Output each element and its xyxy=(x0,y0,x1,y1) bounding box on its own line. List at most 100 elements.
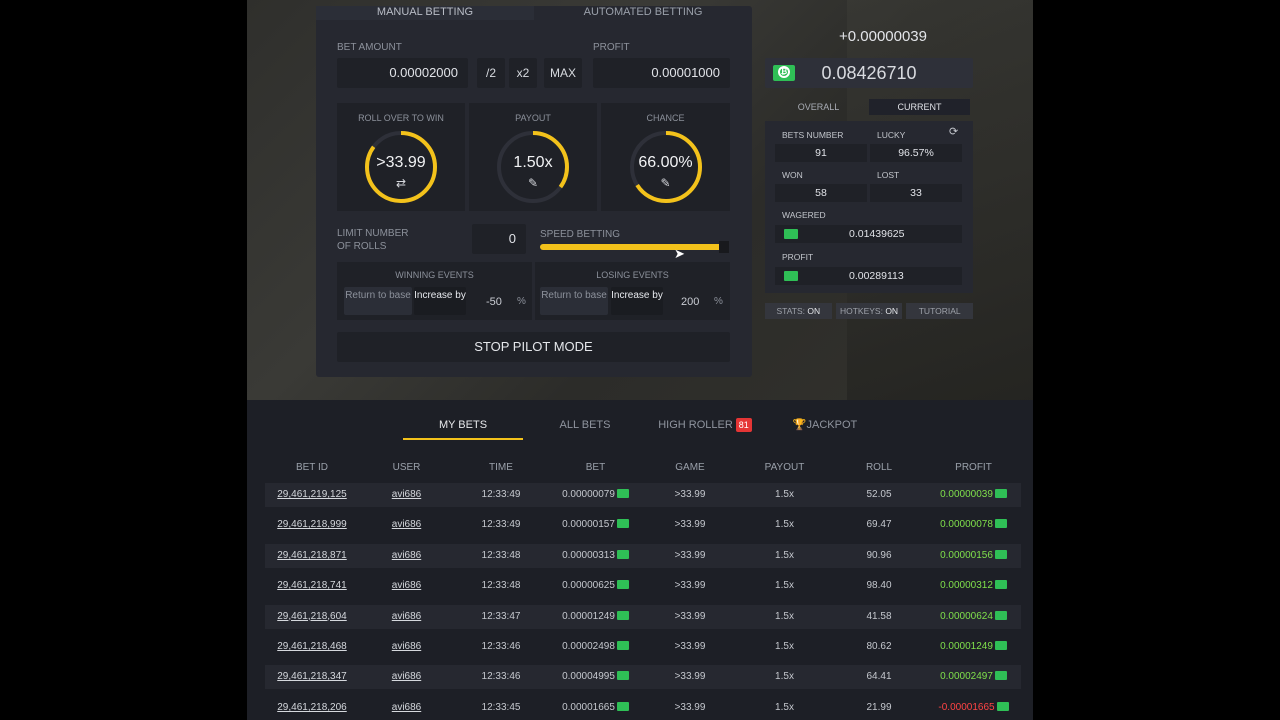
cell-time-text: 12:33:46 xyxy=(481,641,521,652)
refresh-icon[interactable]: ⟳ xyxy=(949,126,959,138)
cell-id[interactable]: 29,461,218,206 xyxy=(265,696,359,720)
win-increase-by-button[interactable]: Increase by xyxy=(414,287,466,315)
coin-icon xyxy=(616,610,629,620)
cell-user[interactable]: avi686 xyxy=(360,574,454,598)
loss-return-to-base-button[interactable]: Return to base xyxy=(540,287,608,315)
cell-payout: 1.5x xyxy=(738,574,832,598)
cell-bet: 0.00000157 xyxy=(549,513,643,537)
swap-icon[interactable]: ⇄ xyxy=(395,176,407,190)
loss-increase-by-button[interactable]: Increase by xyxy=(611,287,663,315)
tab-current[interactable]: CURRENT xyxy=(869,99,970,115)
tab-automated-betting[interactable]: AUTOMATED BETTING xyxy=(583,6,703,18)
tab-manual-betting[interactable]: MANUAL BETTING xyxy=(316,6,534,20)
trophy-icon: 🏆 xyxy=(792,419,807,431)
cell-profit: -0.00001665 xyxy=(927,696,1021,720)
cell-roll: 69.47 xyxy=(832,513,926,537)
cell-user[interactable]: avi686 xyxy=(360,483,454,507)
cell-bet: 0.00001665 xyxy=(549,696,643,720)
cell-id[interactable]: 29,461,218,741 xyxy=(265,574,359,598)
tab-overall[interactable]: OVERALL xyxy=(797,102,840,112)
cell-time-text: 12:33:48 xyxy=(481,580,521,592)
table-row: 29,461,218,604 avi686 12:33:47 0.00001249 >3… xyxy=(265,604,1021,629)
half-bet-button[interactable]: /2 xyxy=(477,58,505,88)
payout-box[interactable]: PAYOUT 1.50x ✎ xyxy=(469,103,597,211)
cell-time: 12:33:48 xyxy=(454,544,548,568)
profit-input[interactable]: 0.00001000 xyxy=(593,58,730,88)
cell-id-text: 29,461,218,206 xyxy=(277,701,347,713)
cell-game-text: >33.99 xyxy=(674,641,706,652)
cell-roll: 90.96 xyxy=(832,544,926,568)
cell-user-text: avi686 xyxy=(391,489,422,500)
coin-icon xyxy=(994,610,1007,620)
roll-over-box[interactable]: ROLL OVER TO WIN >33.99 ⇄ xyxy=(337,103,465,211)
coin-icon xyxy=(994,671,1007,681)
double-bet-button[interactable]: x2 xyxy=(509,58,537,88)
cell-profit: 0.00000312 xyxy=(927,574,1021,598)
win-increase-value[interactable]: -50 xyxy=(486,296,502,308)
hotkeys-toggle-value: ON xyxy=(885,306,899,316)
chance-dial[interactable]: 66.00% ✎ xyxy=(628,129,704,205)
cell-user[interactable]: avi686 xyxy=(360,605,454,629)
high-roller-badge: 81 xyxy=(735,418,752,432)
chance-box[interactable]: CHANCE 66.00% ✎ xyxy=(601,103,730,211)
stop-pilot-mode-button[interactable]: STOP PILOT MODE xyxy=(337,332,730,362)
cell-user[interactable]: avi686 xyxy=(360,635,454,659)
cell-id-text: 29,461,218,871 xyxy=(277,549,347,561)
cell-profit-text: 0.00002497 xyxy=(940,671,993,683)
max-bet-button[interactable]: MAX xyxy=(544,58,582,88)
cell-id[interactable]: 29,461,218,468 xyxy=(265,635,359,659)
tab-jackpot[interactable]: 🏆JACKPOT xyxy=(783,416,867,440)
cell-id[interactable]: 29,461,218,999 xyxy=(265,513,359,537)
limit-rolls-label-line2: OF ROLLS xyxy=(337,241,387,252)
bet-amount-input[interactable]: 0.00002000 xyxy=(337,58,468,88)
cell-game: >33.99 xyxy=(643,696,737,720)
cell-game-text: >33.99 xyxy=(674,549,706,561)
speed-slider-handle[interactable] xyxy=(719,241,729,253)
cell-game-text: >33.99 xyxy=(674,519,706,531)
bitcoin-cash-icon: ₿ xyxy=(773,65,795,81)
cell-user[interactable]: avi686 xyxy=(360,665,454,689)
cell-payout: 1.5x xyxy=(738,665,832,689)
payout-dial[interactable]: 1.50x ✎ xyxy=(495,129,571,205)
table-row: 29,461,218,206 avi686 12:33:45 0.00001665 >3… xyxy=(265,696,1021,720)
cell-bet-text: 0.00001665 xyxy=(562,701,615,713)
tutorial-button[interactable]: TUTORIAL xyxy=(906,303,974,319)
win-return-to-base-button[interactable]: Return to base xyxy=(344,287,412,315)
bets-table-area: MY BETS ALL BETS HIGH ROLLER 81 🏆JACKPOT … xyxy=(247,400,1033,720)
tab-high-roller[interactable]: HIGH ROLLER 81 xyxy=(647,416,763,440)
loss-increase-value[interactable]: 200 xyxy=(681,296,700,308)
cell-roll: 64.41 xyxy=(832,665,926,689)
jackpot-label: JACKPOT xyxy=(806,419,858,431)
coin-icon xyxy=(616,489,629,498)
hotkeys-toggle-button[interactable]: HOTKEYS: ON xyxy=(835,303,903,319)
cell-user[interactable]: avi686 xyxy=(360,696,454,720)
speed-slider-track[interactable] xyxy=(540,244,728,250)
cell-user[interactable]: avi686 xyxy=(360,513,454,537)
limit-rolls-label-line1: LIMIT NUMBER xyxy=(337,228,409,239)
column-header: PROFIT xyxy=(955,462,992,473)
roll-over-label: ROLL OVER TO WIN xyxy=(358,113,444,123)
cell-profit-text: 0.00001249 xyxy=(940,641,993,652)
limit-rolls-input[interactable]: 0 xyxy=(472,224,526,254)
cell-id[interactable]: 29,461,218,871 xyxy=(265,544,359,568)
tab-my-bets[interactable]: MY BETS xyxy=(403,416,523,440)
cell-profit-text: 0.00000156 xyxy=(940,549,993,561)
pencil-icon[interactable]: ✎ xyxy=(527,176,539,190)
cell-game: >33.99 xyxy=(643,635,737,659)
stats-toggle-button[interactable]: STATS: ON xyxy=(765,303,832,319)
cell-bet-text: 0.00000079 xyxy=(562,489,615,500)
cell-user[interactable]: avi686 xyxy=(360,544,454,568)
roll-over-dial[interactable]: >33.99 ⇄ xyxy=(363,129,439,205)
cell-id[interactable]: 29,461,219,125 xyxy=(265,483,359,507)
cell-id[interactable]: 29,461,218,604 xyxy=(265,605,359,629)
tab-all-bets[interactable]: ALL BETS xyxy=(559,419,611,431)
cell-time: 12:33:45 xyxy=(454,696,548,720)
speed-betting-label: SPEED BETTING xyxy=(540,229,621,240)
mouse-cursor-icon: ➤ xyxy=(674,246,685,261)
cell-user-text: avi686 xyxy=(391,519,422,531)
pencil-icon[interactable]: ✎ xyxy=(660,176,671,190)
coin-icon xyxy=(616,580,629,590)
cell-user-text: avi686 xyxy=(391,580,422,592)
cell-id[interactable]: 29,461,218,347 xyxy=(265,665,359,689)
profit-label: PROFIT xyxy=(593,42,630,53)
